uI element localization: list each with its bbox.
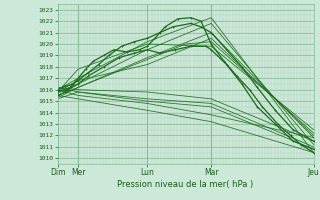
X-axis label: Pression niveau de la mer( hPa ): Pression niveau de la mer( hPa ) xyxy=(117,180,254,189)
